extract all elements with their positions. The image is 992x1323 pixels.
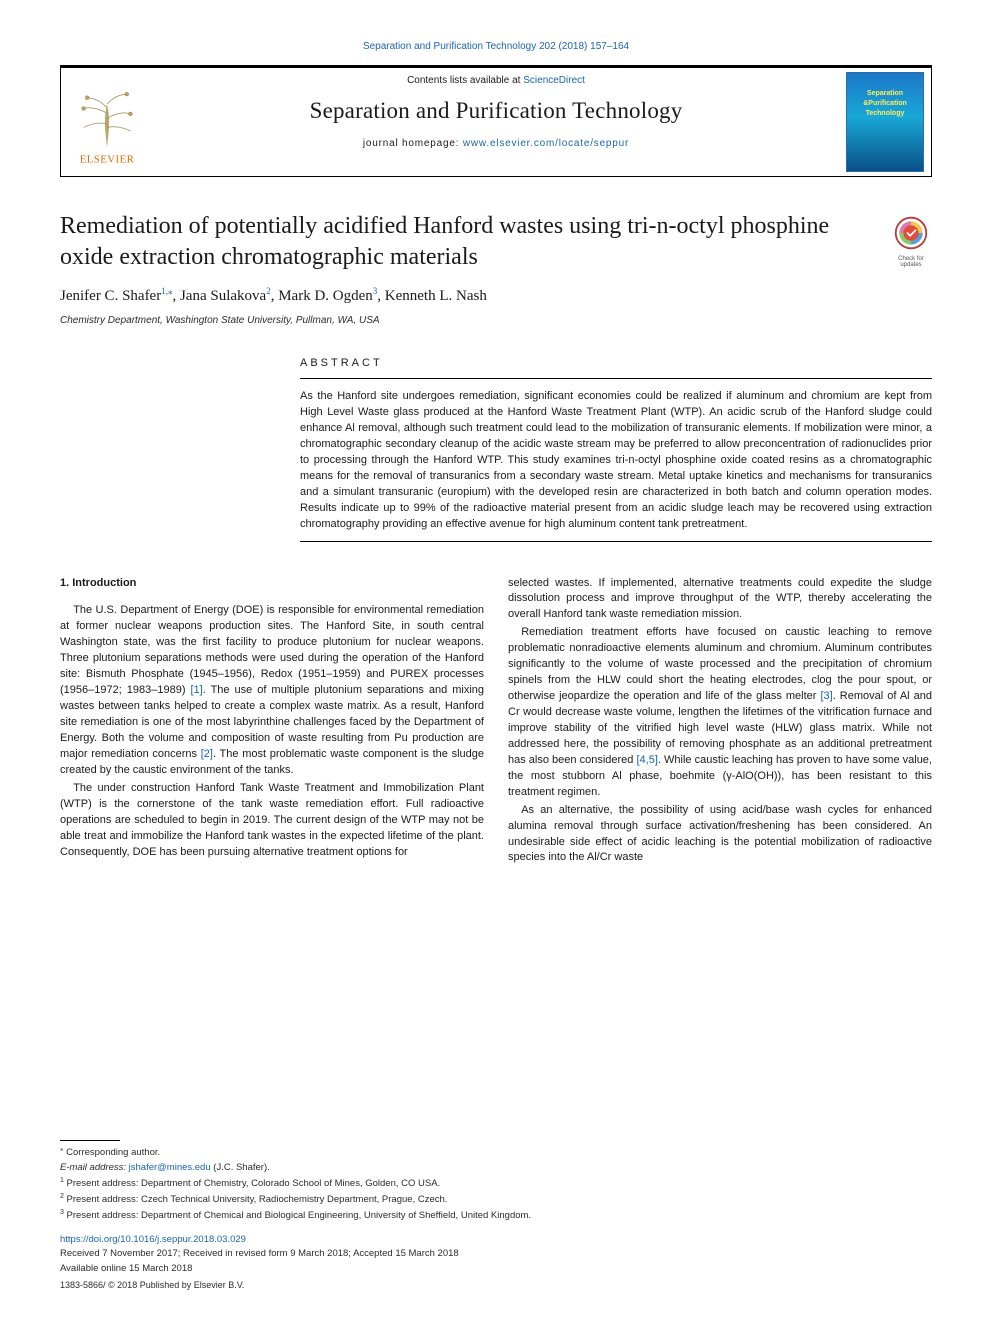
footnote-2: 2 Present address: Czech Technical Unive… — [60, 1192, 932, 1207]
affiliation: Chemistry Department, Washington State U… — [60, 314, 872, 329]
article-history: Received 7 November 2017; Received in re… — [60, 1247, 932, 1261]
abstract-rule-top — [300, 378, 932, 379]
footnote-1: 1 Present address: Department of Chemist… — [60, 1176, 932, 1191]
cover-line-3: Technology — [866, 109, 905, 119]
author-3: Mark D. Ogden — [278, 288, 373, 304]
abstract-heading: ABSTRACT — [300, 356, 932, 372]
author-3-aff[interactable]: 3 — [373, 286, 378, 296]
doi-link[interactable]: https://doi.org/10.1016/j.seppur.2018.03… — [60, 1234, 246, 1245]
author-2-aff[interactable]: 2 — [266, 286, 271, 296]
author-1-corr[interactable]: ⁎ — [168, 286, 173, 296]
check-for-updates-badge[interactable]: Check for updates — [890, 215, 932, 329]
corresponding-author: ⁎ ⁎ Corresponding author.Corresponding a… — [60, 1145, 932, 1160]
footnotes: ⁎ ⁎ Corresponding author.Corresponding a… — [60, 1140, 932, 1293]
journal-masthead: ELSEVIER Contents lists available at Sci… — [60, 65, 932, 177]
body-text: 1. Introduction The U.S. Department of E… — [60, 576, 932, 867]
footnote-3: 3 Present address: Department of Chemica… — [60, 1208, 932, 1223]
para-5: As an alternative, the possibility of us… — [508, 803, 932, 867]
journal-name: Separation and Purification Technology — [157, 94, 835, 127]
author-4: Kenneth L. Nash — [385, 288, 487, 304]
journal-homepage-link[interactable]: www.elsevier.com/locate/seppur — [463, 138, 629, 149]
para-2: The under construction Hanford Tank Wast… — [60, 781, 484, 861]
running-head: Separation and Purification Technology 2… — [60, 40, 932, 55]
para-1: The U.S. Department of Energy (DOE) is r… — [60, 603, 484, 778]
cite-1[interactable]: [1] — [191, 684, 203, 696]
homepage-prefix: journal homepage: — [363, 138, 463, 149]
cite-4-5[interactable]: [4,5] — [637, 754, 658, 766]
article-title: Remediation of potentially acidified Han… — [60, 211, 872, 273]
copyright-line: 1383-5866/ © 2018 Published by Elsevier … — [60, 1279, 932, 1292]
para-3: selected wastes. If implemented, alterna… — [508, 576, 932, 624]
author-list: Jenifer C. Shafer1,⁎, Jana Sulakova2, Ma… — [60, 285, 872, 308]
author-1: Jenifer C. Shafer — [60, 288, 161, 304]
abstract-body: As the Hanford site undergoes remediatio… — [300, 389, 932, 532]
footnote-rule — [60, 1140, 120, 1141]
para-4: Remediation treatment efforts have focus… — [508, 625, 932, 800]
corresponding-email[interactable]: jshafer@mines.edu — [129, 1162, 211, 1173]
author-2: Jana Sulakova — [180, 288, 266, 304]
journal-cover-thumb: Separation &Purification Technology — [839, 68, 931, 176]
abstract-rule-bottom — [300, 541, 932, 542]
available-online: Available online 15 March 2018 — [60, 1262, 932, 1276]
cover-line-2: &Purification — [863, 99, 907, 109]
contents-lists-line: Contents lists available at ScienceDirec… — [157, 74, 835, 89]
section-heading-1: 1. Introduction — [60, 576, 484, 592]
publisher-wordmark: ELSEVIER — [80, 153, 135, 165]
masthead-center: Contents lists available at ScienceDirec… — [153, 68, 839, 176]
abstract-block: ABSTRACT As the Hanford site undergoes r… — [300, 356, 932, 541]
check-caption: Check for updates — [890, 256, 932, 269]
contents-prefix: Contents lists available at — [407, 75, 523, 86]
author-1-aff[interactable]: 1, — [161, 286, 168, 296]
journal-homepage-line: journal homepage: www.elsevier.com/locat… — [157, 137, 835, 152]
cover-line-1: Separation — [867, 89, 903, 99]
running-head-link[interactable]: Separation and Purification Technology 2… — [363, 41, 629, 52]
cite-3[interactable]: [3] — [820, 690, 832, 702]
sciencedirect-link[interactable]: ScienceDirect — [523, 75, 585, 86]
cite-2[interactable]: [2] — [201, 748, 213, 760]
publisher-logo: ELSEVIER — [61, 68, 153, 176]
title-block: Remediation of potentially acidified Han… — [60, 211, 932, 329]
email-line: E-mail address: jshafer@mines.edu (J.C. … — [60, 1161, 932, 1175]
